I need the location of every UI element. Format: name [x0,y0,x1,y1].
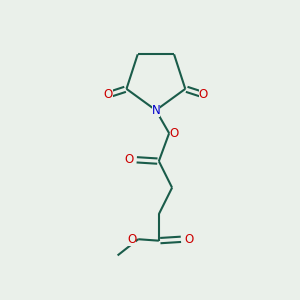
Text: N: N [152,104,160,117]
Text: O: O [104,88,113,101]
Text: O: O [184,233,194,246]
Text: O: O [170,127,179,140]
Text: O: O [124,153,134,166]
Text: O: O [199,88,208,101]
Text: O: O [127,233,136,246]
